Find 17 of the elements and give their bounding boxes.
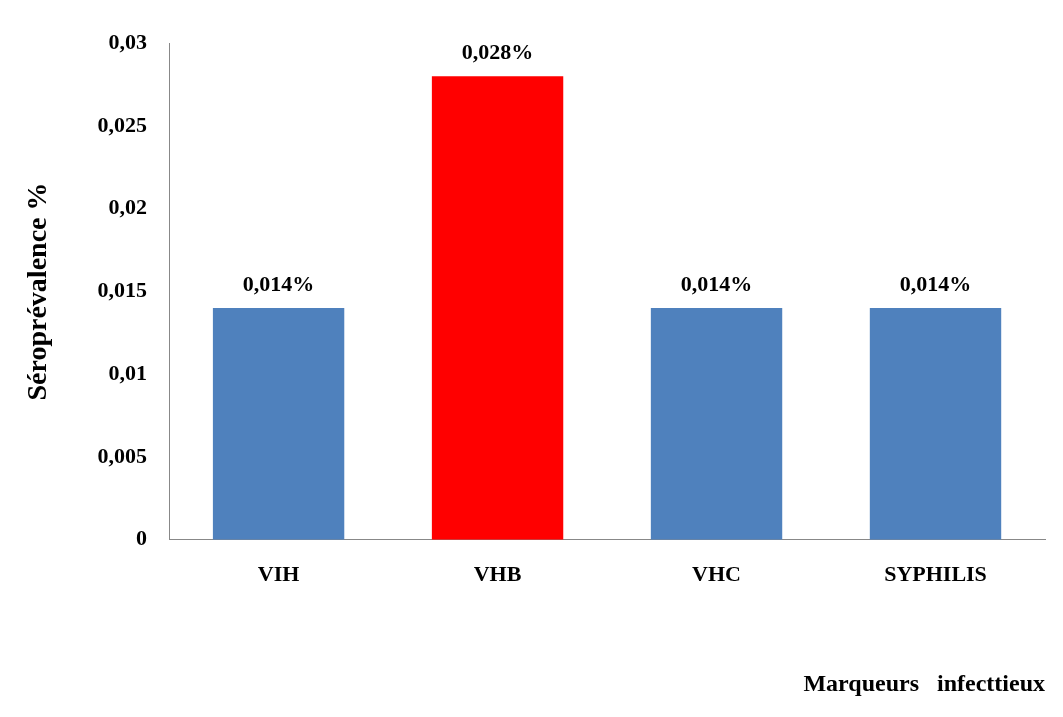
y-tick-label: 0,02 — [108, 194, 148, 220]
y-tick-label: 0,01 — [108, 359, 148, 385]
x-axis-title: Marqueurs infecttieux — [803, 669, 1045, 696]
data-label: 0,014% — [242, 270, 315, 296]
data-label: 0,028% — [461, 38, 534, 64]
y-tick-label: 0,03 — [108, 28, 148, 54]
data-label: 0,014% — [680, 270, 753, 296]
x-tick-label: VIH — [257, 560, 300, 586]
x-tick-label: SYPHILIS — [884, 560, 987, 586]
y-tick-label: 0,005 — [97, 442, 148, 468]
x-tick-label: VHC — [692, 560, 741, 586]
x-tick-label: VHB — [473, 560, 522, 586]
y-tick-label: 0,015 — [97, 277, 148, 303]
y-axis-title: Séroprévalence % — [21, 182, 53, 401]
data-label: 0,014% — [899, 270, 972, 296]
y-tick-label: 0,025 — [97, 111, 148, 137]
y-tick-label: 0 — [136, 525, 148, 551]
